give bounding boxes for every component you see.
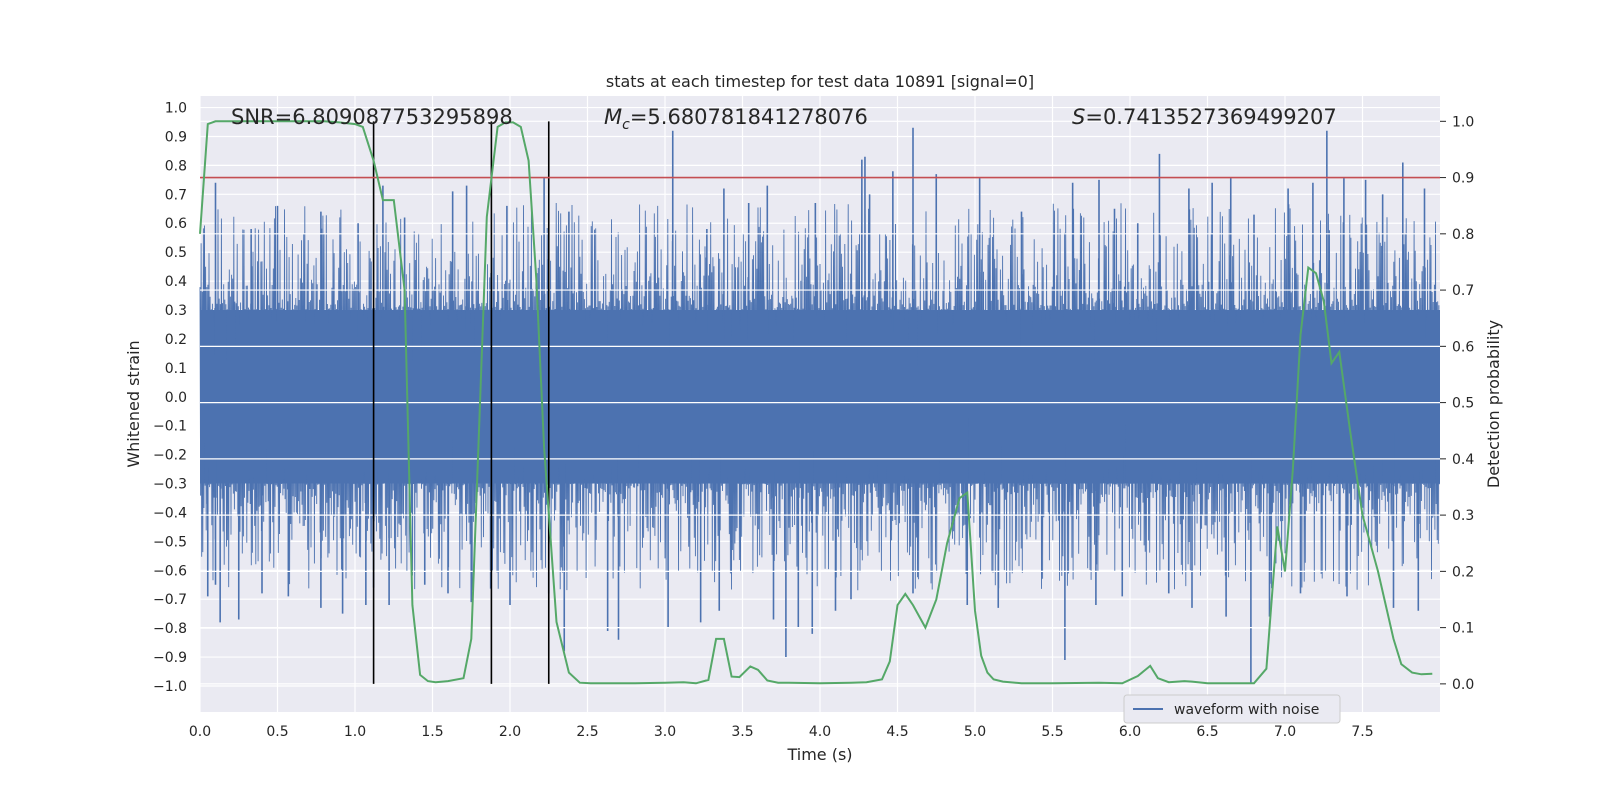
y-right-tick-label-0: 1.0 <box>1452 114 1474 130</box>
legend-label-waveform: waveform with noise <box>1174 702 1319 718</box>
y-left-tick-label-20: −1.0 <box>153 679 187 695</box>
waveform-trace <box>199 202 1440 591</box>
x-tick-labels: 0.0 0.5 1.0 1.5 2.0 2.5 3.0 3.5 4.0 4.5 5.0 5.5 6.0 6… <box>189 724 1374 740</box>
y-left-tick-label-8: 0.2 <box>165 332 187 348</box>
y-right-tick-label-1: 0.9 <box>1452 171 1474 187</box>
x-tick-label-2: 1.0 <box>344 724 366 740</box>
y-right-tick-label-3: 0.7 <box>1452 283 1474 299</box>
y-right-tick-labels: 1.0 0.9 0.8 0.7 0.6 0.5 0.4 0.3 0.2 0.1 0.0 <box>1440 114 1474 693</box>
x-tick-label-4: 2.0 <box>499 724 521 740</box>
chart-title: stats at each timestep for test data 108… <box>606 72 1034 91</box>
y-right-tick-label-6: 0.4 <box>1452 452 1474 468</box>
x-tick-label-9: 4.5 <box>886 724 908 740</box>
y-left-tick-label-3: 0.7 <box>165 187 187 203</box>
x-tick-label-7: 3.5 <box>731 724 753 740</box>
y-left-tick-label-4: 0.6 <box>165 216 187 232</box>
y-right-tick-label-9: 0.1 <box>1452 621 1474 637</box>
legend: waveform with noise <box>1123 694 1341 724</box>
x-tick-label-10: 5.0 <box>964 724 986 740</box>
x-tick-label-8: 4.0 <box>809 724 831 740</box>
legend-box <box>1123 694 1341 724</box>
y-right-tick-label-4: 0.6 <box>1452 339 1474 355</box>
y-left-tick-label-0: 1.0 <box>165 101 187 117</box>
vertical-lines <box>372 121 550 684</box>
x-tick-label-11: 5.5 <box>1041 724 1063 740</box>
y-right-axis-label: Detection probability <box>1484 320 1503 488</box>
snr-annotation: SNR=6.809087753295898 <box>231 105 513 129</box>
y-left-tick-label-18: −0.8 <box>153 621 187 637</box>
y-left-tick-label-7: 0.3 <box>165 303 187 319</box>
y-left-tick-label-2: 0.8 <box>165 158 187 174</box>
probability-line <box>199 120 1433 685</box>
y-left-tick-label-16: −0.6 <box>153 563 187 579</box>
y-left-tick-label-1: 0.9 <box>165 129 187 145</box>
chirp-mass-value: =5.680781841278076 <box>630 105 868 129</box>
s-value: =0.7413527369499207 <box>1085 105 1336 129</box>
y-left-tick-label-11: −0.1 <box>153 419 187 435</box>
x-tick-label-15: 7.5 <box>1351 724 1373 740</box>
x-tick-label-0: 0.0 <box>189 724 211 740</box>
y-left-tick-label-13: −0.3 <box>153 477 187 493</box>
y-left-tick-labels: 1.0 0.9 0.8 0.7 0.6 0.5 0.4 0.3 0.2 0.1 0.0 −0.1 −0.… <box>153 101 187 695</box>
y-left-tick-label-9: 0.1 <box>165 361 187 377</box>
y-left-tick-label-12: −0.2 <box>153 448 187 464</box>
chirp-mass-symbol: M <box>604 105 622 129</box>
x-tick-label-14: 7.0 <box>1274 724 1296 740</box>
chirp-mass-subscript: c <box>622 117 630 133</box>
x-tick-label-6: 3.0 <box>654 724 676 740</box>
y-right-tick-label-10: 0.0 <box>1452 677 1474 693</box>
y-right-tick-label-7: 0.3 <box>1452 508 1474 524</box>
y-right-tick-label-5: 0.5 <box>1452 396 1474 412</box>
y-left-tick-label-14: −0.4 <box>153 505 187 521</box>
s-annotation: S=0.7413527369499207 <box>1072 105 1337 129</box>
x-tick-label-13: 6.5 <box>1196 724 1218 740</box>
y-right-tick-label-8: 0.2 <box>1452 564 1474 580</box>
probability-series <box>199 120 1433 685</box>
y-left-tick-label-17: −0.7 <box>153 592 187 608</box>
x-tick-label-3: 1.5 <box>421 724 443 740</box>
y-left-tick-label-19: −0.9 <box>153 650 187 666</box>
x-tick-label-5: 2.5 <box>576 724 598 740</box>
y-left-tick-label-15: −0.5 <box>153 534 187 550</box>
x-tick-label-1: 0.5 <box>266 724 288 740</box>
y-left-tick-label-6: 0.4 <box>165 274 187 290</box>
x-axis-label: Time (s) <box>786 745 852 764</box>
y-left-tick-label-10: 0.0 <box>165 390 187 406</box>
x-tick-label-12: 6.0 <box>1119 724 1141 740</box>
chirp-mass-annotation: Mc=5.680781841278076 <box>604 105 868 133</box>
y-right-tick-label-2: 0.8 <box>1452 227 1474 243</box>
y-left-tick-label-5: 0.5 <box>165 245 187 261</box>
y-left-axis-label: Whitened strain <box>124 340 143 467</box>
s-symbol: S <box>1072 105 1085 129</box>
